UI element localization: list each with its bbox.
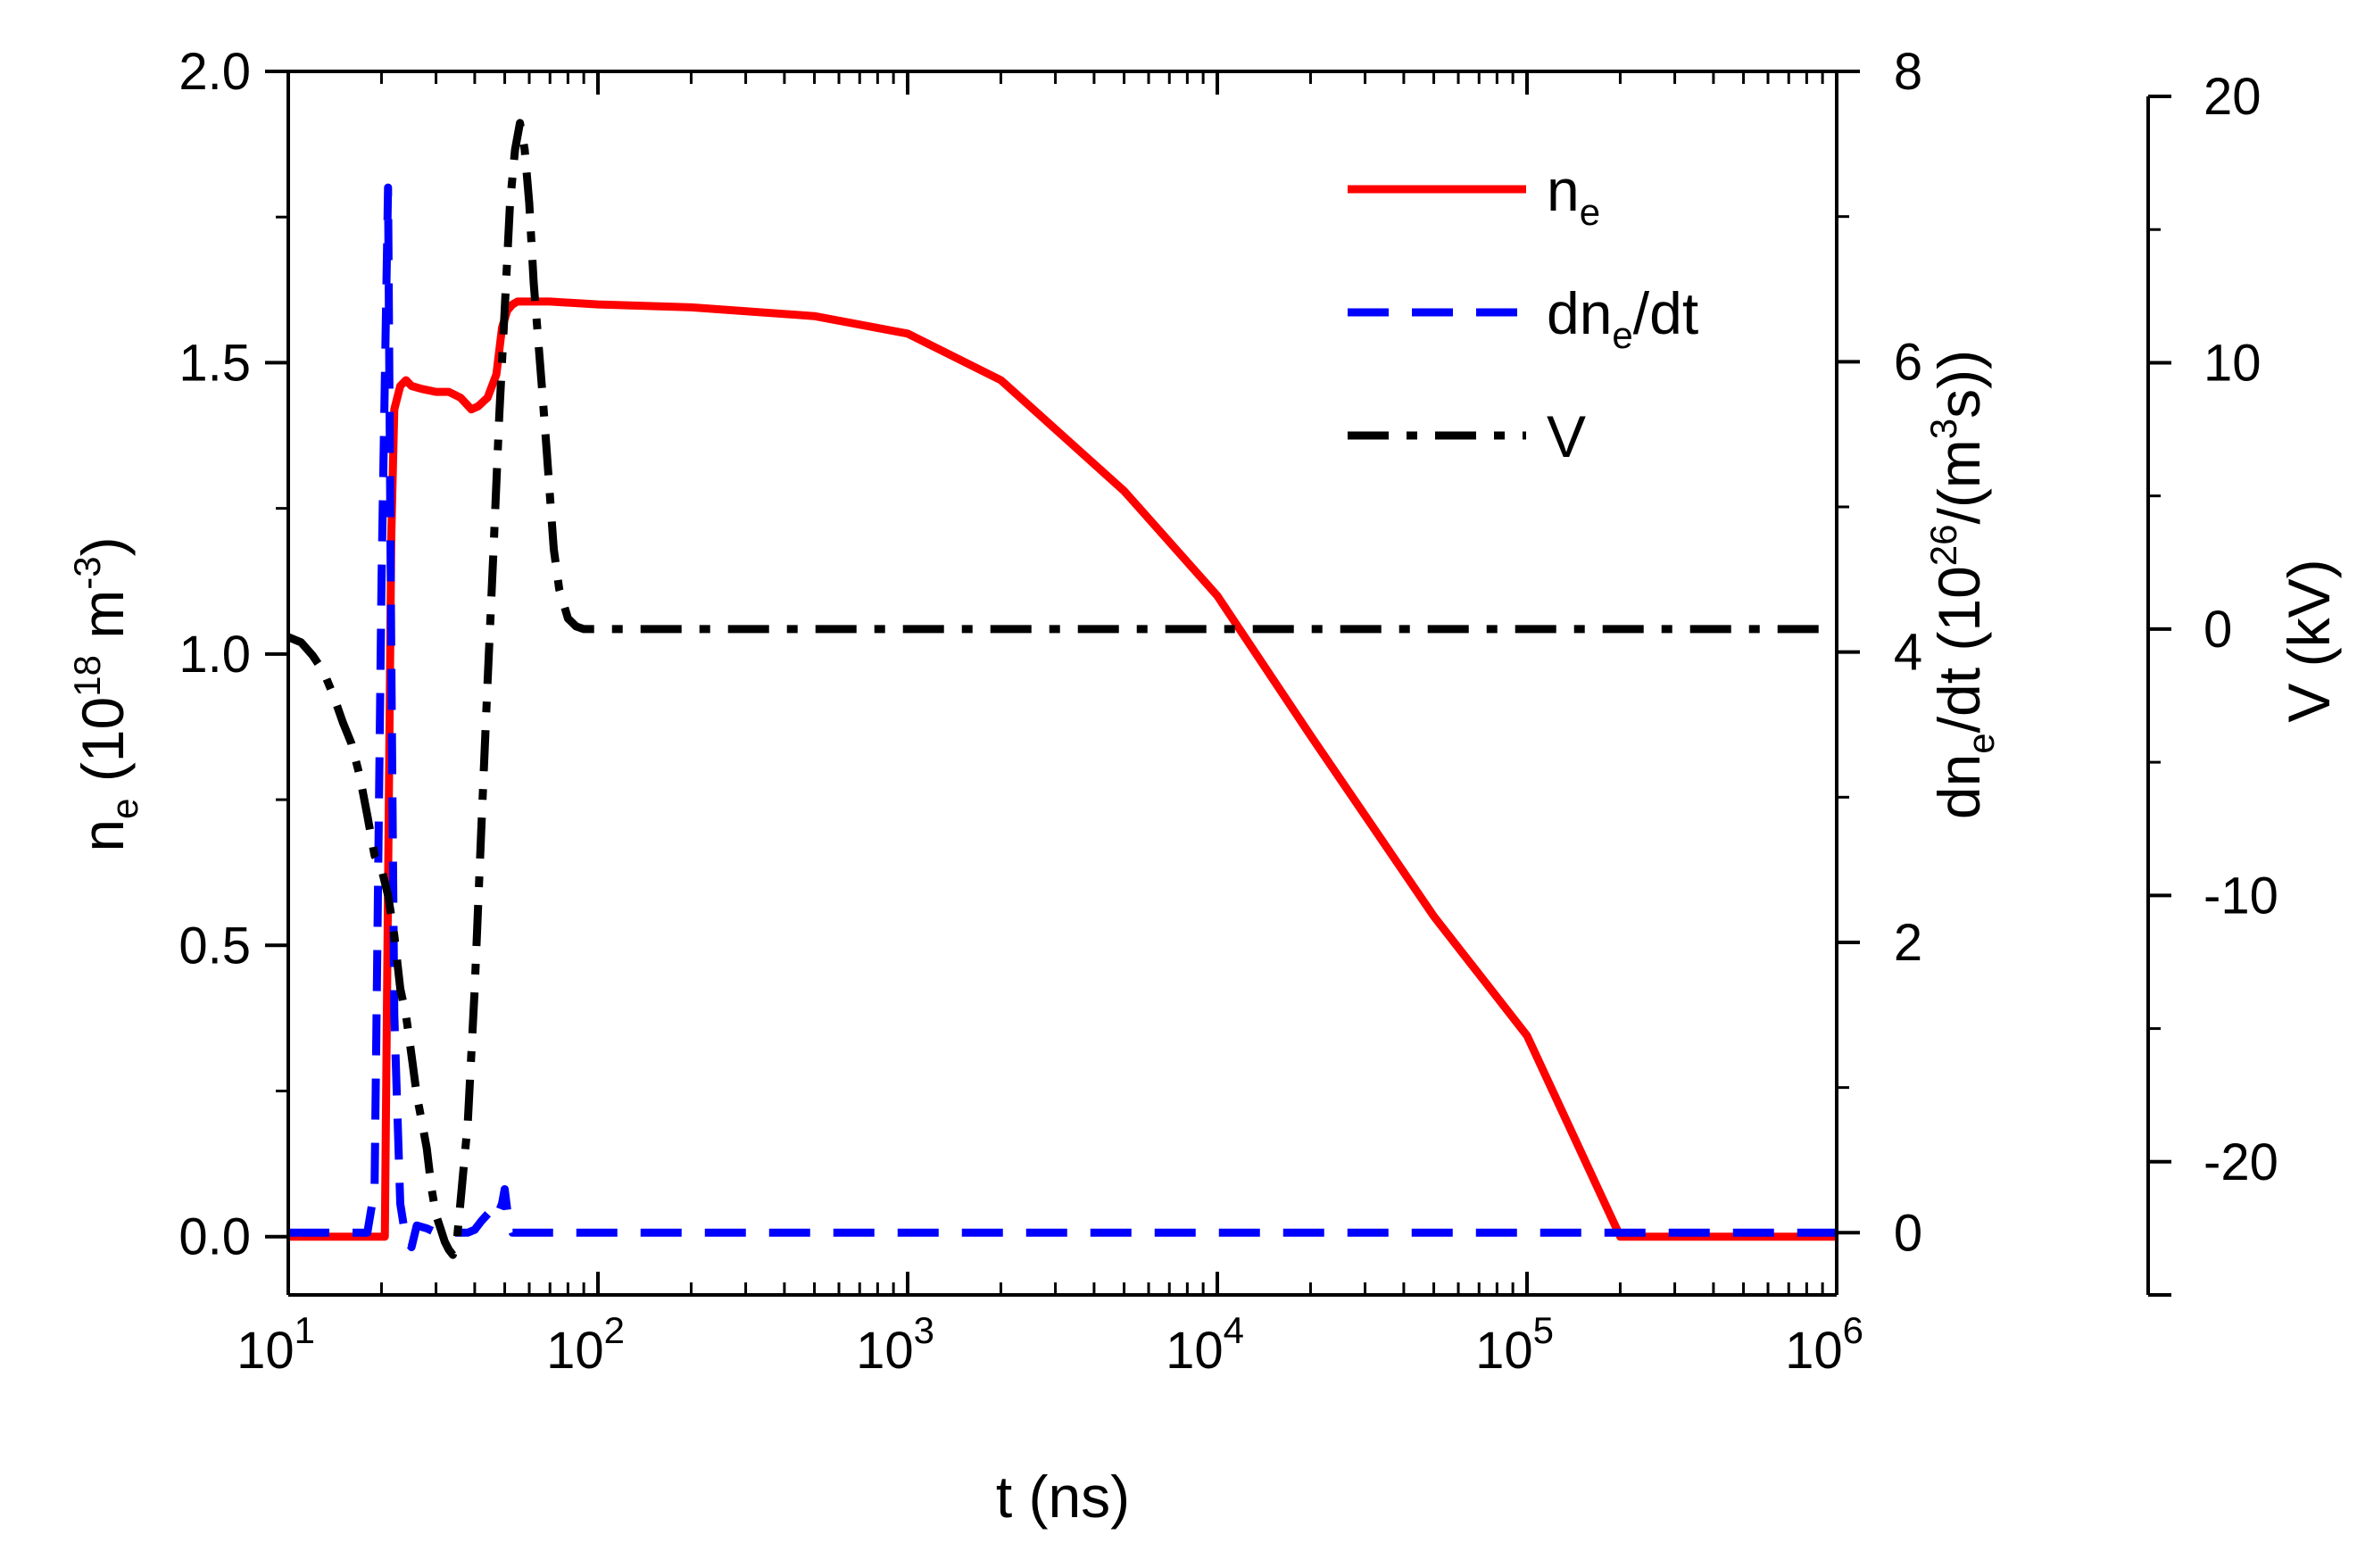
right-outer-tick-label-4: 20 [2203, 68, 2262, 126]
left-tick-label-3: 1.5 [178, 334, 251, 392]
x-tick-label-base: 10 [1475, 1322, 1533, 1380]
legend-label-v: V [1547, 403, 1586, 469]
legend-label-ne: ne [1547, 157, 1600, 233]
left-tick-label-2: 1.0 [178, 626, 251, 684]
left-axis-title: ne (1018 m-3) [66, 536, 145, 851]
right-inner-axis-title-part4: s)) [1926, 350, 1992, 419]
x-tick-label-exp: 3 [914, 1309, 934, 1351]
left-tick-label-0: 0.0 [178, 1208, 251, 1266]
x-tick-label-base: 10 [856, 1322, 914, 1380]
left-axis-title-part4: ) [70, 536, 136, 556]
x-tick-label-1: 102 [546, 1309, 625, 1380]
legend-label-dnedt-main: dn [1547, 280, 1612, 346]
x-tick-label-exp: 4 [1224, 1309, 1244, 1351]
left-axis-title-main: n [70, 819, 136, 852]
right-inner-axis-title-sup1: 26 [1922, 525, 1964, 567]
x-tick-label-3: 104 [1166, 1309, 1244, 1380]
series-line-2 [286, 119, 1837, 1259]
right-inner-axis-title-main: dn [1926, 754, 1992, 819]
legend: ne dne/dt V [1348, 157, 1698, 469]
left-axis-title-sup1: 18 [66, 655, 108, 697]
left-axis-title-part2: (10 [70, 697, 136, 799]
left-axis-title-sup2: -3 [66, 556, 108, 589]
right-inner-axis-title: dne/dt (1026/(m3s)) [1922, 350, 2002, 819]
right-outer-tick-label-0: -20 [2203, 1133, 2278, 1191]
right-outer-tick-label-1: -10 [2203, 867, 2278, 925]
right-inner-axis-title-sub: e [1960, 733, 2002, 753]
x-tick-label-2: 103 [856, 1309, 934, 1380]
x-tick-label-0: 101 [237, 1309, 315, 1380]
left-tick-label-1: 0.5 [178, 917, 251, 975]
legend-label-dnedt: dne/dt [1547, 280, 1698, 356]
x-tick-label-exp: 6 [1843, 1309, 1863, 1351]
series-line-0 [288, 297, 1837, 1241]
left-tick-label-4: 2.0 [178, 43, 251, 101]
x-tick-label-exp: 1 [295, 1309, 315, 1351]
right-inner-axis-title-part3: /(m [1926, 439, 1992, 524]
series-line-1 [288, 183, 1837, 1251]
axes-layer: 101 102 103 104 105 1060.00.51.01.52.002468-2… [178, 43, 2278, 1380]
x-tick-label-exp: 5 [1533, 1309, 1554, 1351]
right-inner-tick-label-1: 2 [1894, 914, 1922, 972]
right-inner-tick-label-2: 4 [1894, 624, 1922, 682]
left-axis-title-sub: e [104, 799, 145, 819]
right-outer-tick-label-3: 10 [2203, 334, 2262, 392]
x-tick-label-exp: 2 [604, 1309, 625, 1351]
right-inner-tick-label-4: 8 [1894, 43, 1922, 101]
x-tick-label-base: 10 [1166, 1322, 1224, 1380]
right-inner-tick-label-3: 6 [1894, 333, 1922, 391]
x-tick-label-4: 105 [1475, 1309, 1554, 1380]
legend-label-dnedt-tail: /dt [1633, 280, 1698, 346]
x-tick-label-base: 10 [237, 1322, 295, 1380]
right-outer-tick-label-2: 0 [2203, 601, 2232, 659]
left-axis-title-part3: m [70, 590, 136, 655]
right-inner-axis-title-sup2: 3 [1922, 419, 1964, 439]
x-axis-title: t (ns) [996, 1464, 1130, 1530]
legend-label-ne-main: n [1547, 157, 1580, 223]
right-inner-tick-label-0: 0 [1894, 1204, 1922, 1262]
legend-label-dnedt-sub: e [1612, 314, 1632, 356]
series-layer [286, 119, 1837, 1259]
x-tick-label-5: 106 [1785, 1309, 1863, 1380]
right-inner-axis-title-part2: /dt (10 [1926, 566, 1992, 733]
legend-label-ne-sub: e [1580, 191, 1600, 233]
x-tick-label-base: 10 [546, 1322, 604, 1380]
right-outer-axis-title: V (kV) [2276, 559, 2342, 722]
x-tick-label-base: 10 [1785, 1322, 1843, 1380]
